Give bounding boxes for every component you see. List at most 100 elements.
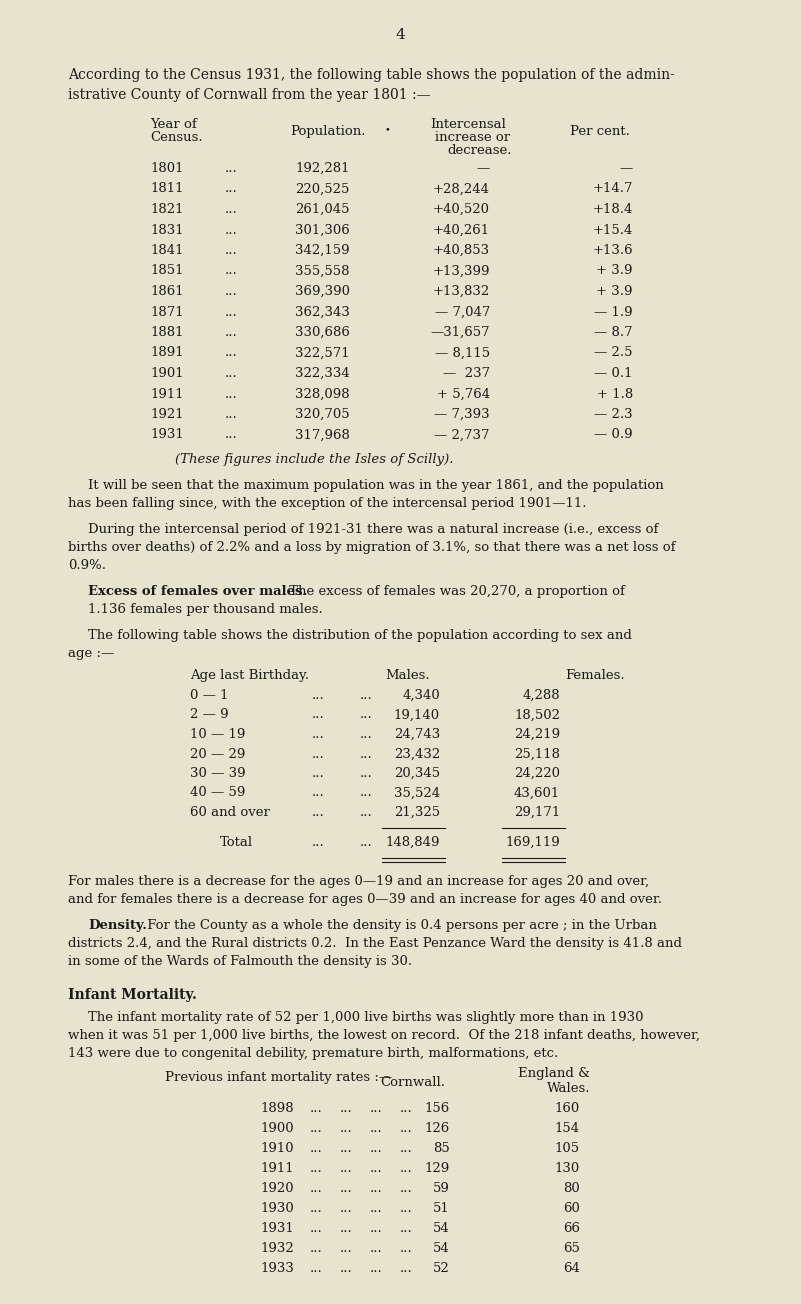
Text: According to the Census 1931, the following table shows the population of the ad: According to the Census 1931, the follow…	[68, 68, 675, 82]
Text: For the County as a whole the density is 0.4 persons per acre ; in the Urban: For the County as a whole the density is…	[143, 919, 657, 932]
Text: 1920: 1920	[260, 1181, 294, 1194]
Text: Females.: Females.	[565, 669, 625, 682]
Text: 1821: 1821	[150, 203, 183, 216]
Text: ...: ...	[340, 1181, 352, 1194]
Text: ...: ...	[312, 708, 324, 721]
Text: ...: ...	[360, 747, 372, 760]
Text: ...: ...	[400, 1201, 413, 1214]
Text: ...: ...	[340, 1121, 352, 1134]
Text: 35,524: 35,524	[394, 786, 440, 799]
Text: decrease.: decrease.	[447, 143, 512, 156]
Text: in some of the Wards of Falmouth the density is 30.: in some of the Wards of Falmouth the den…	[68, 956, 413, 969]
Text: — 2.3: — 2.3	[594, 408, 633, 421]
Text: — 8.7: — 8.7	[594, 326, 633, 339]
Text: 156: 156	[425, 1102, 450, 1115]
Text: 1811: 1811	[150, 183, 183, 196]
Text: 4,288: 4,288	[522, 689, 560, 702]
Text: 1911: 1911	[150, 387, 183, 400]
Text: 23,432: 23,432	[394, 747, 440, 760]
Text: 105: 105	[555, 1141, 580, 1154]
Text: 64: 64	[563, 1261, 580, 1274]
Text: +40,261: +40,261	[433, 223, 490, 236]
Text: districts 2.4, and the Rural districts 0.2.  In the East Penzance Ward the densi: districts 2.4, and the Rural districts 0…	[68, 938, 682, 951]
Text: 54: 54	[433, 1241, 450, 1254]
Text: ...: ...	[360, 767, 372, 780]
Text: ...: ...	[360, 689, 372, 702]
Text: ...: ...	[225, 265, 238, 278]
Text: —  237: — 237	[443, 366, 490, 379]
Text: 0.9%.: 0.9%.	[68, 559, 106, 572]
Text: It will be seen that the maximum population was in the year 1861, and the popula: It will be seen that the maximum populat…	[88, 479, 664, 492]
Text: 1891: 1891	[150, 347, 183, 360]
Text: Total: Total	[220, 836, 253, 849]
Text: — 7,393: — 7,393	[434, 408, 490, 421]
Text: ...: ...	[400, 1181, 413, 1194]
Text: 66: 66	[563, 1222, 580, 1235]
Text: ...: ...	[400, 1162, 413, 1175]
Text: ...: ...	[370, 1241, 383, 1254]
Text: 1931: 1931	[260, 1222, 294, 1235]
Text: 60 and over: 60 and over	[190, 806, 270, 819]
Text: ...: ...	[310, 1102, 323, 1115]
Text: 25,118: 25,118	[514, 747, 560, 760]
Text: 355,558: 355,558	[296, 265, 350, 278]
Text: 1831: 1831	[150, 223, 183, 236]
Text: 29,171: 29,171	[513, 806, 560, 819]
Text: ...: ...	[225, 408, 238, 421]
Text: ...: ...	[340, 1201, 352, 1214]
Text: ...: ...	[310, 1162, 323, 1175]
Text: age :—: age :—	[68, 647, 115, 660]
Text: — 2,737: — 2,737	[434, 429, 490, 442]
Text: ...: ...	[360, 728, 372, 741]
Text: ...: ...	[225, 183, 238, 196]
Text: ...: ...	[225, 305, 238, 318]
Text: + 3.9: + 3.9	[597, 265, 633, 278]
Text: ...: ...	[360, 708, 372, 721]
Text: 1911: 1911	[260, 1162, 294, 1175]
Text: 2 — 9: 2 — 9	[190, 708, 228, 721]
Text: 1861: 1861	[150, 286, 183, 299]
Text: +18.4: +18.4	[593, 203, 633, 216]
Text: ...: ...	[225, 203, 238, 216]
Text: 1932: 1932	[260, 1241, 294, 1254]
Text: +13,832: +13,832	[433, 286, 490, 299]
Text: 80: 80	[563, 1181, 580, 1194]
Text: 1898: 1898	[260, 1102, 294, 1115]
Text: ...: ...	[340, 1241, 352, 1254]
Text: ...: ...	[360, 836, 372, 849]
Text: + 5,764: + 5,764	[437, 387, 490, 400]
Text: ...: ...	[312, 747, 324, 760]
Text: ...: ...	[310, 1201, 323, 1214]
Text: births over deaths) of 2.2% and a loss by migration of 3.1%, so that there was a: births over deaths) of 2.2% and a loss b…	[68, 541, 675, 554]
Text: ...: ...	[400, 1141, 413, 1154]
Text: 301,306: 301,306	[296, 223, 350, 236]
Text: ...: ...	[370, 1201, 383, 1214]
Text: ...: ...	[340, 1261, 352, 1274]
Text: 143 were due to congenital debility, premature birth, malformations, etc.: 143 were due to congenital debility, pre…	[68, 1047, 558, 1060]
Text: 40 — 59: 40 — 59	[190, 786, 245, 799]
Text: •: •	[385, 125, 391, 134]
Text: 317,968: 317,968	[295, 429, 350, 442]
Text: 148,849: 148,849	[385, 836, 440, 849]
Text: ...: ...	[370, 1162, 383, 1175]
Text: Per cent.: Per cent.	[570, 125, 630, 138]
Text: 1901: 1901	[150, 366, 183, 379]
Text: ...: ...	[225, 366, 238, 379]
Text: +13.6: +13.6	[593, 244, 633, 257]
Text: ...: ...	[400, 1102, 413, 1115]
Text: ...: ...	[370, 1102, 383, 1115]
Text: 126: 126	[425, 1121, 450, 1134]
Text: 1841: 1841	[150, 244, 183, 257]
Text: 1910: 1910	[260, 1141, 294, 1154]
Text: ...: ...	[340, 1162, 352, 1175]
Text: 1900: 1900	[260, 1121, 294, 1134]
Text: ...: ...	[225, 387, 238, 400]
Text: 330,686: 330,686	[295, 326, 350, 339]
Text: ...: ...	[340, 1102, 352, 1115]
Text: 160: 160	[555, 1102, 580, 1115]
Text: Males.: Males.	[385, 669, 430, 682]
Text: ...: ...	[310, 1141, 323, 1154]
Text: Infant Mortality.: Infant Mortality.	[68, 987, 197, 1001]
Text: 220,525: 220,525	[296, 183, 350, 196]
Text: ...: ...	[400, 1241, 413, 1254]
